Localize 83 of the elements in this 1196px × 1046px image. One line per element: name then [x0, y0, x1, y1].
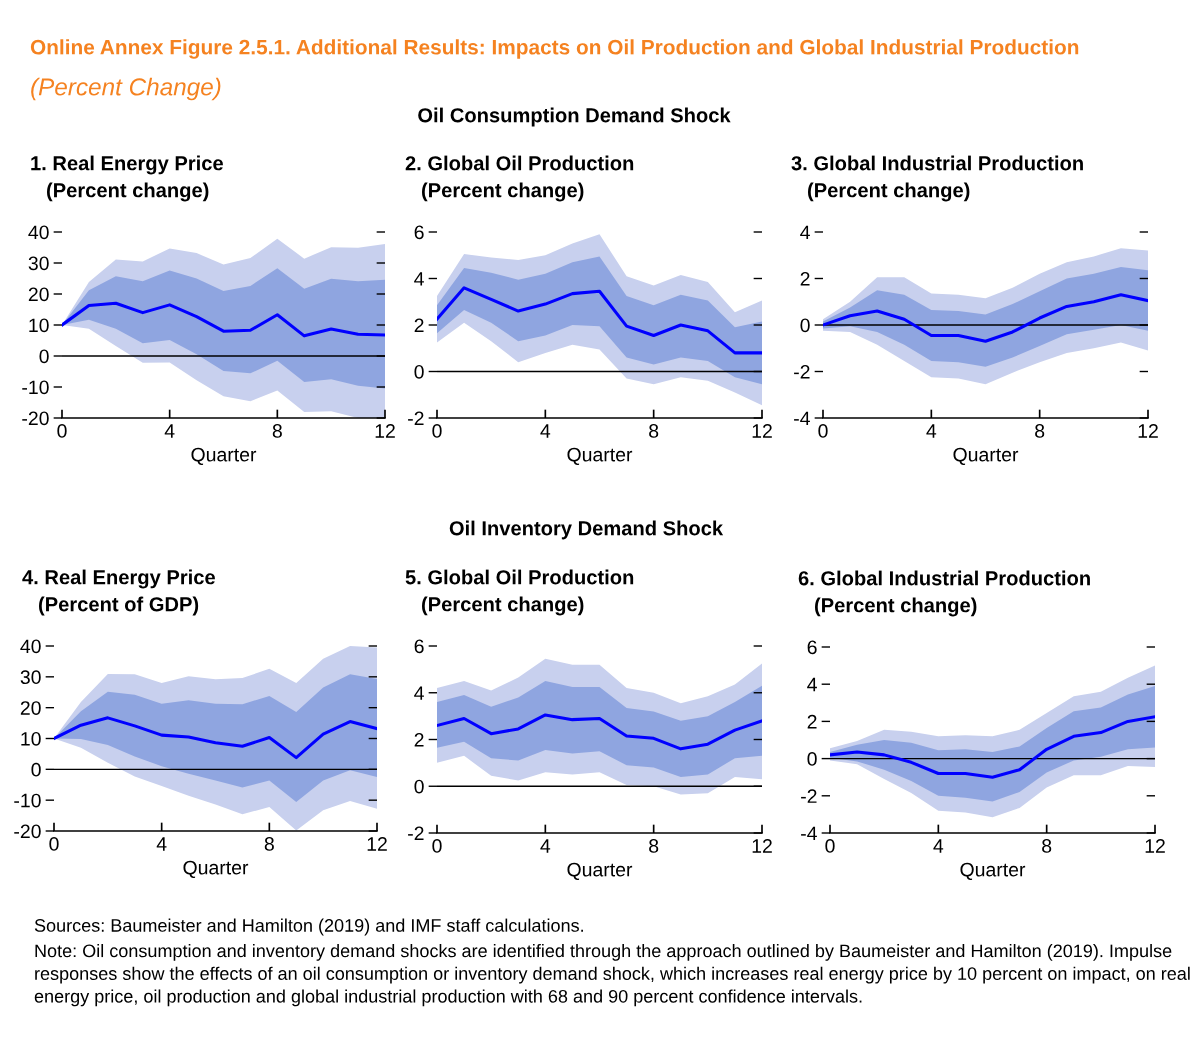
- text: Online Annex Figure 2.5.1. Additional Results: Impacts on Oil Production and Global Industrial Production: [30, 39, 1079, 59]
- y-tick-label: 20: [20, 701, 41, 715]
- x-axis-title: Quarter: [567, 862, 633, 880]
- x-tick-label: 4: [164, 424, 175, 438]
- y-tick-label: 2: [414, 318, 424, 333]
- y-tick-label: -10: [22, 380, 49, 395]
- chart-subtitle: (Percent change): [815, 597, 977, 617]
- y-tick-label: 10: [29, 318, 49, 333]
- source-note: Sources: Baumeister and Hamilton (2019) and IMF staff calculations.: [34, 918, 583, 936]
- x-tick-label: 4: [540, 424, 551, 438]
- y-tick-label: 30: [20, 670, 41, 685]
- y-tick-label: 0: [807, 752, 817, 766]
- y-tick-label: 20: [28, 287, 49, 302]
- y-tick-label: 0: [414, 779, 424, 794]
- y-tick-label: -10: [14, 793, 41, 808]
- x-axis-title: Quarter: [953, 447, 1019, 465]
- text: Note: Oil consumption and inventory demand shocks are identified through the approach outlined by Baumeister and Hamilton (2019). Impulse responses show the effects of an oil consumption or inventory demand shock, which increases real energy price by 10 percent on impact, on real energy price, oil production and global industrial production with 68 and 90 percent confidence intervals.: [34, 944, 1190, 1007]
- y-tick-label: 4: [807, 677, 817, 692]
- x-tick-label: 12: [752, 424, 772, 438]
- x-tick-label: 8: [264, 837, 274, 851]
- y-tick-label: 4: [800, 225, 810, 240]
- y-tick-label: 0: [414, 364, 424, 379]
- x-axis-title: Quarter: [567, 447, 633, 465]
- y-tick-label: 6: [414, 639, 424, 654]
- y-tick-label: 30: [28, 256, 49, 271]
- x-tick-label: 4: [540, 839, 551, 853]
- y-tick-label: 2: [414, 732, 424, 747]
- x-tick-label: 4: [933, 839, 944, 853]
- chart-subtitle: (Percent change): [422, 596, 584, 616]
- x-axis-title: Quarter: [191, 447, 257, 465]
- x-axis-title: Quarter: [183, 860, 249, 878]
- x-tick-label: 0: [432, 424, 442, 438]
- x-tick-label: 12: [1138, 424, 1158, 438]
- x-tick-label: 12: [752, 839, 772, 853]
- x-tick-label: 0: [825, 839, 835, 853]
- y-tick-label: -2: [408, 411, 424, 426]
- x-tick-label: 12: [367, 837, 387, 851]
- chart-title: 1. Real Energy Price: [31, 155, 223, 175]
- x-tick-label: 0: [818, 424, 828, 438]
- y-tick-label: 6: [414, 225, 424, 240]
- chart-subtitle: (Percent change): [808, 182, 970, 202]
- x-tick-label: 8: [1042, 839, 1052, 853]
- x-tick-label: 0: [57, 424, 67, 438]
- chart-title: 3. Global Industrial Production: [791, 155, 1083, 171]
- y-tick-label: 4: [414, 686, 424, 700]
- chart-title: 6. Global Industrial Production: [798, 570, 1090, 586]
- text: Oil Consumption Demand Shock: [418, 107, 731, 127]
- y-tick-label: 40: [28, 225, 49, 240]
- x-tick-label: 4: [156, 837, 167, 851]
- x-tick-label: 0: [49, 837, 59, 851]
- x-tick-label: 8: [272, 424, 282, 438]
- chart-title: 5. Global Oil Production: [405, 569, 634, 585]
- x-tick-label: 0: [432, 839, 442, 853]
- chart-title: 2. Global Oil Production: [405, 155, 634, 171]
- chart-subtitle: (Percent of GDP): [39, 596, 199, 616]
- y-tick-label: 4: [414, 272, 424, 286]
- x-tick-label: 8: [649, 839, 659, 853]
- y-tick-label: -4: [801, 826, 817, 841]
- y-tick-label: 0: [39, 349, 49, 364]
- y-tick-label: 10: [21, 731, 41, 746]
- y-tick-label: -2: [794, 364, 810, 379]
- y-tick-label: 2: [800, 271, 810, 286]
- y-tick-label: 2: [807, 714, 817, 729]
- text: Oil Inventory Demand Shock: [449, 520, 724, 540]
- x-tick-label: 12: [1145, 839, 1165, 853]
- x-tick-label: 12: [375, 424, 395, 438]
- x-tick-label: 8: [1035, 424, 1045, 438]
- y-tick-label: 6: [807, 640, 817, 655]
- chart-subtitle: (Percent change): [422, 182, 584, 202]
- chart-subtitle: (Percent change): [47, 182, 209, 202]
- x-tick-label: 8: [649, 424, 659, 438]
- y-tick-label: -2: [801, 789, 817, 803]
- y-tick-label: 0: [31, 762, 41, 777]
- y-tick-label: -20: [22, 411, 49, 426]
- y-tick-label: -2: [408, 826, 424, 841]
- y-tick-label: 40: [20, 639, 41, 654]
- text: (Percent Change): [31, 77, 221, 101]
- y-tick-label: 0: [800, 318, 810, 333]
- x-tick-label: 4: [926, 424, 937, 438]
- y-tick-label: -4: [794, 411, 810, 426]
- y-tick-label: -20: [14, 824, 41, 839]
- x-axis-title: Quarter: [960, 862, 1026, 880]
- chart-title: 4. Real Energy Price: [22, 569, 215, 589]
